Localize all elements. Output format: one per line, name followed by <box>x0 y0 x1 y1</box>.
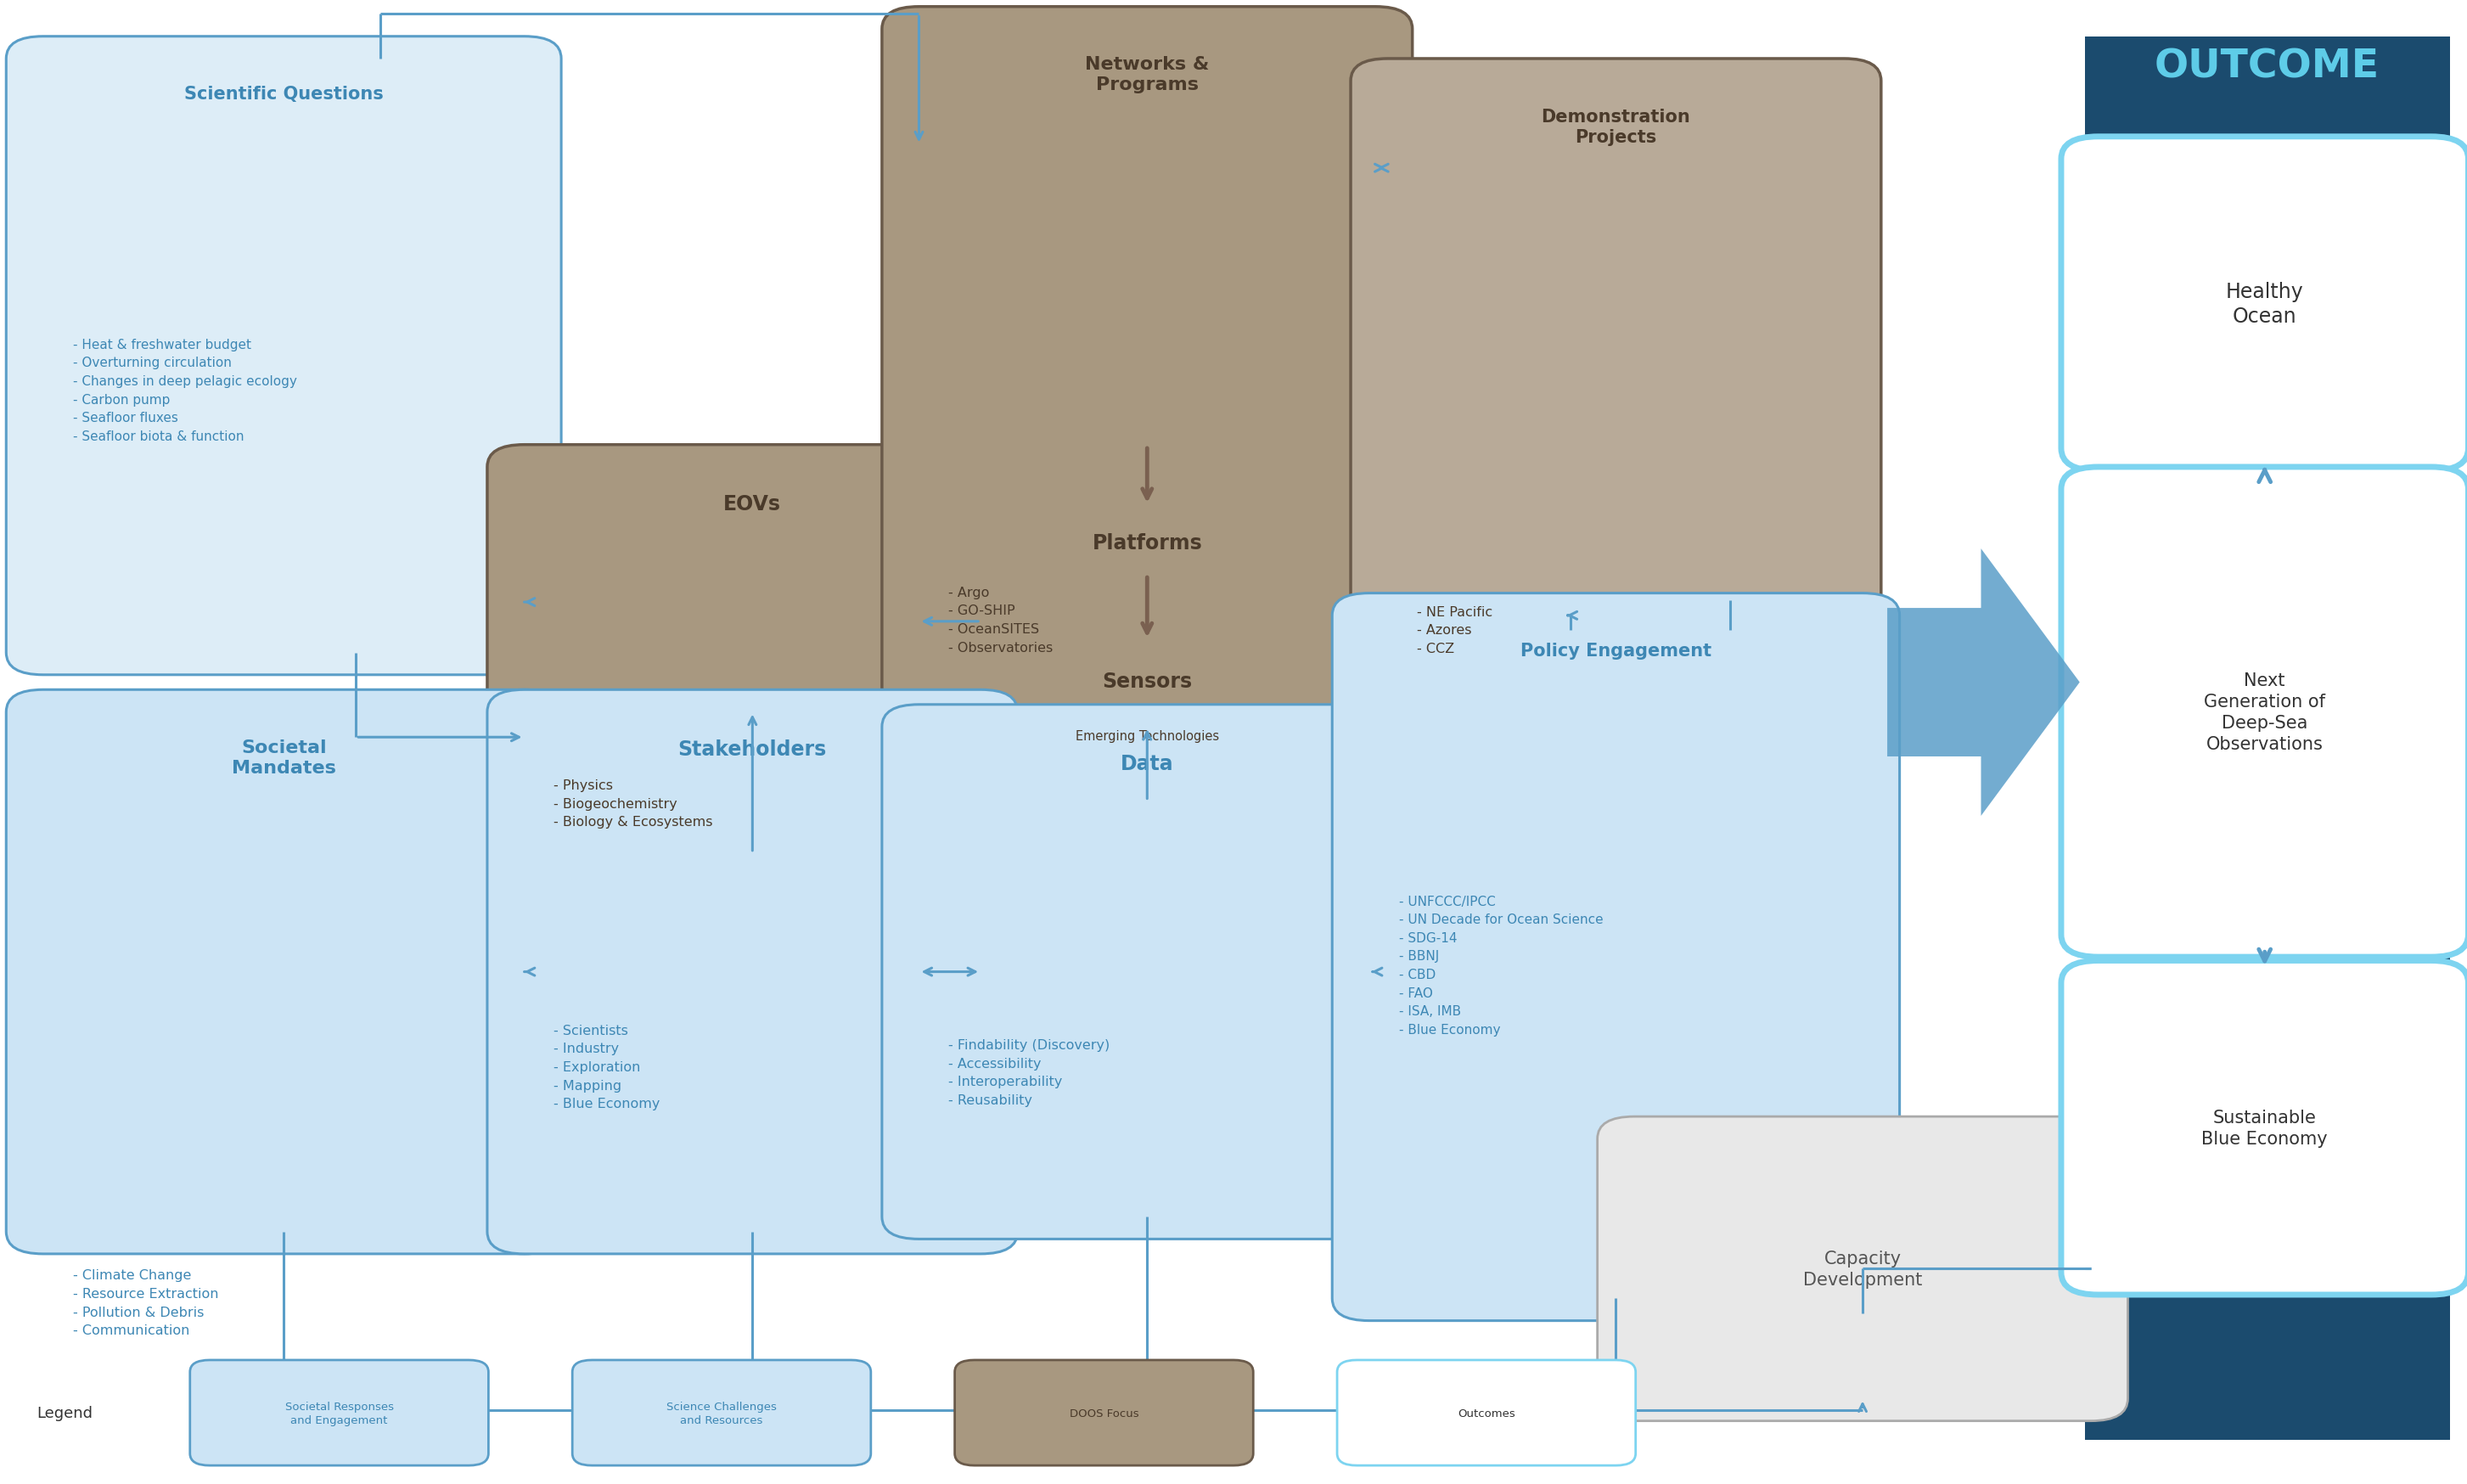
Text: OUTCOME: OUTCOME <box>2154 47 2381 86</box>
Text: Sensors: Sensors <box>1103 672 1192 692</box>
Polygon shape <box>1887 549 2080 816</box>
FancyBboxPatch shape <box>190 1359 488 1466</box>
FancyBboxPatch shape <box>488 690 1016 1254</box>
Text: - Physics
- Biogeochemistry
- Biology & Ecosystems: - Physics - Biogeochemistry - Biology & … <box>553 779 713 828</box>
FancyBboxPatch shape <box>488 445 1016 876</box>
FancyBboxPatch shape <box>2062 467 2467 957</box>
Text: Platforms: Platforms <box>1093 533 1201 554</box>
Text: EOVs: EOVs <box>723 494 782 515</box>
Text: - NE Pacific
- Azores
- CCZ: - NE Pacific - Azores - CCZ <box>1416 605 1493 654</box>
FancyBboxPatch shape <box>2085 37 2450 1439</box>
Text: - Scientists
- Industry
- Exploration
- Mapping
- Blue Economy: - Scientists - Industry - Exploration - … <box>553 1024 661 1110</box>
FancyBboxPatch shape <box>883 7 1411 824</box>
Text: Societal Responses
and Engagement: Societal Responses and Engagement <box>284 1401 395 1425</box>
Text: Next
Generation of
Deep-Sea
Observations: Next Generation of Deep-Sea Observations <box>2203 672 2326 752</box>
FancyBboxPatch shape <box>2062 962 2467 1294</box>
Text: - UNFCCC/IPCC
- UN Decade for Ocean Science
- SDG-14
- BBNJ
- CBD
- FAO
- ISA, I: - UNFCCC/IPCC - UN Decade for Ocean Scie… <box>1399 895 1604 1036</box>
FancyBboxPatch shape <box>7 37 562 675</box>
Text: Healthy
Ocean: Healthy Ocean <box>2225 282 2304 326</box>
Text: Sustainable
Blue Economy: Sustainable Blue Economy <box>2201 1109 2329 1147</box>
FancyBboxPatch shape <box>572 1359 871 1466</box>
Text: DOOS Focus: DOOS Focus <box>1068 1407 1140 1419</box>
Text: Data: Data <box>1120 754 1174 775</box>
Text: Scientific Questions: Scientific Questions <box>185 86 382 102</box>
FancyBboxPatch shape <box>1349 59 1880 653</box>
Text: Stakeholders: Stakeholders <box>678 739 826 760</box>
Text: Emerging Technologies: Emerging Technologies <box>1076 730 1219 742</box>
Text: Capacity
Development: Capacity Development <box>1803 1250 1922 1288</box>
FancyBboxPatch shape <box>7 690 562 1254</box>
Text: - Climate Change
- Resource Extraction
- Pollution & Debris
- Communication: - Climate Change - Resource Extraction -… <box>74 1269 220 1337</box>
Text: Societal
Mandates: Societal Mandates <box>232 739 336 776</box>
FancyBboxPatch shape <box>883 705 1411 1239</box>
FancyBboxPatch shape <box>2062 138 2467 470</box>
FancyBboxPatch shape <box>1599 1116 2127 1422</box>
Text: Science Challenges
and Resources: Science Challenges and Resources <box>666 1401 777 1425</box>
FancyBboxPatch shape <box>1337 1359 1636 1466</box>
Text: Outcomes: Outcomes <box>1458 1407 1515 1419</box>
FancyBboxPatch shape <box>1332 594 1900 1321</box>
Text: - Heat & freshwater budget
- Overturning circulation
- Changes in deep pelagic e: - Heat & freshwater budget - Overturning… <box>74 338 296 442</box>
Text: - Argo
- GO-SHIP
- OceanSITES
- Observatories: - Argo - GO-SHIP - OceanSITES - Observat… <box>950 586 1053 654</box>
Text: Legend: Legend <box>37 1405 94 1420</box>
Text: Networks &
Programs: Networks & Programs <box>1085 56 1209 93</box>
Text: Demonstration
Projects: Demonstration Projects <box>1542 108 1690 145</box>
Text: Policy Engagement: Policy Engagement <box>1520 643 1712 659</box>
FancyBboxPatch shape <box>955 1359 1253 1466</box>
Text: - Findability (Discovery)
- Accessibility
- Interoperability
- Reusability: - Findability (Discovery) - Accessibilit… <box>950 1039 1110 1107</box>
